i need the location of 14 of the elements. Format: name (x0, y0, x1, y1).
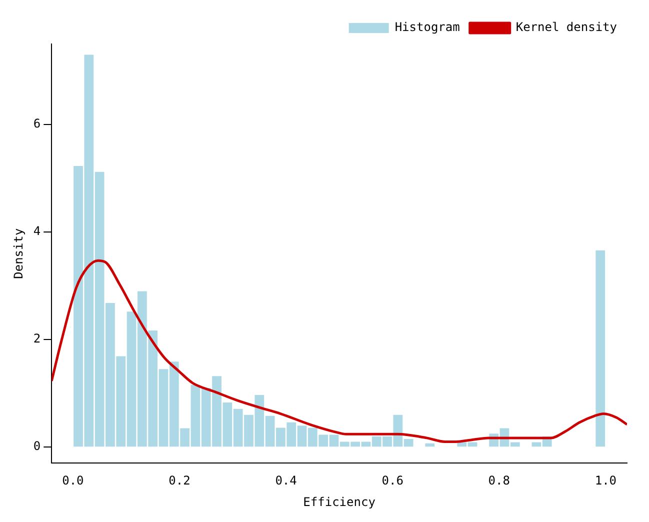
x-tick-label: 0.8 (488, 474, 510, 488)
legend-label: Kernel density (516, 20, 618, 34)
x-tick-label: 0.2 (168, 474, 190, 488)
x-axis-title: Efficiency (303, 494, 376, 509)
x-tick-label: 1.0 (594, 474, 617, 488)
x-tick-label: 0.0 (62, 474, 84, 488)
y-axis-title: Density (11, 228, 26, 279)
x-tick-label: 0.4 (275, 474, 297, 488)
y-tick-label: 4 (33, 224, 41, 238)
y-tick-label: 2 (33, 332, 41, 346)
y-tick-label: 0 (33, 439, 41, 454)
x-tick-label: 0.6 (382, 474, 404, 488)
y-tick-label: 6 (33, 116, 41, 131)
legend-label: Histogram (394, 20, 460, 34)
